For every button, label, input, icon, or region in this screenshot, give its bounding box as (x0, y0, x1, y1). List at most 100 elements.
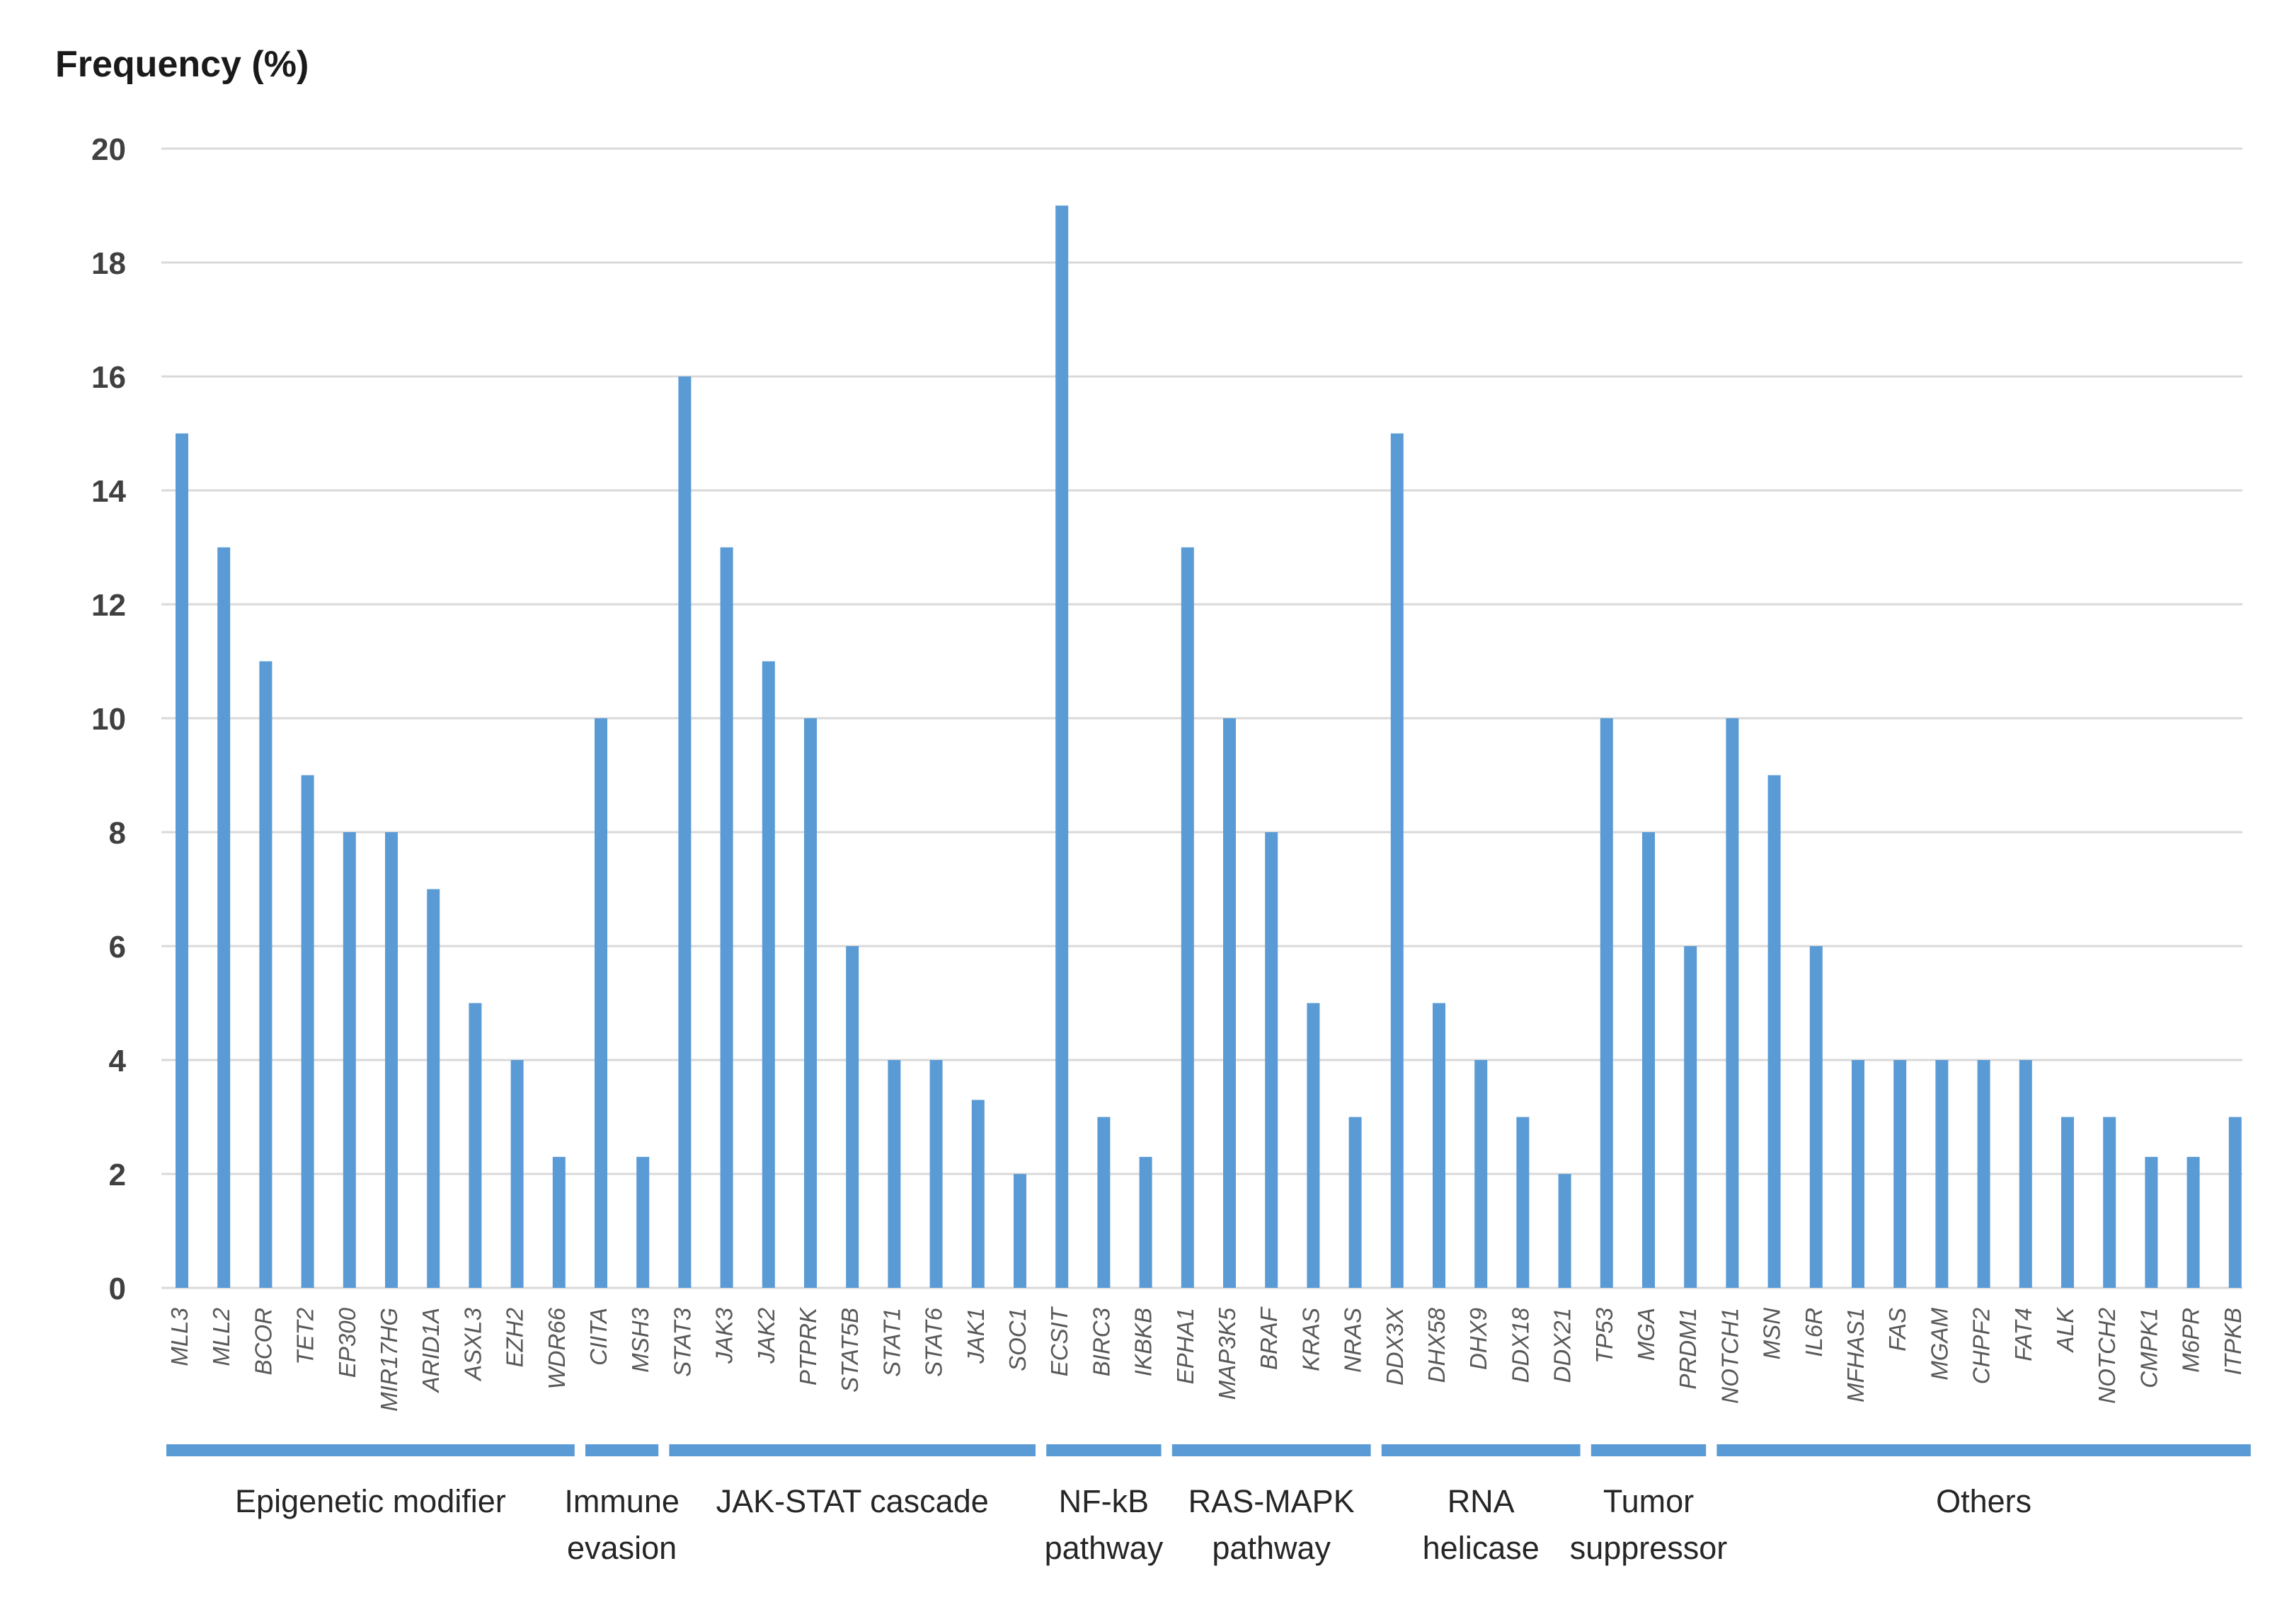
category-label: DHX58 (1423, 1307, 1450, 1383)
category-label: ITPKB (2220, 1308, 2246, 1375)
bar-jak2 (762, 661, 775, 1288)
y-tick-label: 2 (109, 1158, 126, 1192)
bar-kras (1307, 1003, 1320, 1288)
bar-stat3 (678, 376, 692, 1288)
category-label: KRAS (1297, 1308, 1324, 1371)
bars (176, 205, 2242, 1288)
category-label: DDX3X (1382, 1306, 1408, 1386)
bar-ciita (595, 718, 607, 1288)
bar-il6r (1809, 946, 1823, 1288)
group-bracket (1171, 1444, 1371, 1456)
y-tick-label: 10 (91, 702, 126, 737)
category-label: IL6R (1801, 1308, 1827, 1357)
y-tick-label: 20 (91, 132, 126, 167)
category-label: TET2 (292, 1308, 319, 1365)
group-label: RNA (1448, 1483, 1515, 1519)
category-label: CHPF2 (1968, 1308, 1995, 1384)
bar-fas (1893, 1060, 1907, 1288)
group-label: helicase (1423, 1530, 1540, 1566)
category-label: MAP3K5 (1214, 1307, 1240, 1400)
category-label: NOTCH2 (2094, 1308, 2120, 1404)
category-label: WDR66 (544, 1307, 570, 1389)
bar-nras (1348, 1117, 1362, 1288)
group-annotations: Epigenetic modifier Immune evasion JAK-STAT… (166, 1444, 2251, 1566)
bar-mga (1642, 832, 1655, 1288)
category-label: BCOR (250, 1308, 276, 1375)
bar-jak3 (720, 547, 733, 1288)
category-label: MSN (1759, 1308, 1785, 1360)
bar-map3k5 (1223, 718, 1236, 1288)
category-label: M6PR (2178, 1308, 2204, 1373)
bar-braf (1265, 832, 1278, 1288)
bar-tp53 (1600, 718, 1613, 1288)
bar-tet2 (301, 775, 314, 1288)
group-bracket (1381, 1444, 1581, 1456)
bar-epha1 (1181, 547, 1194, 1288)
category-label: DHX9 (1465, 1308, 1491, 1370)
category-label: ALK (2052, 1306, 2078, 1353)
group-label: suppressor (1570, 1530, 1728, 1566)
category-label: MGA (1633, 1308, 1659, 1361)
category-label: EPHA1 (1172, 1308, 1198, 1384)
bar-mgam (1935, 1060, 1949, 1288)
category-label: CIITA (585, 1308, 612, 1366)
bar-itpkb (2228, 1117, 2242, 1288)
y-tick-label: 4 (109, 1044, 127, 1078)
group-label: Epigenetic modifier (235, 1483, 506, 1519)
bar-bcor (259, 661, 273, 1288)
category-label: BRAF (1256, 1306, 1282, 1370)
bar-jak1 (971, 1100, 985, 1288)
bar-msh3 (636, 1156, 650, 1288)
y-tick-label: 6 (109, 930, 126, 964)
bar-stat6 (929, 1060, 943, 1288)
bar-ep300 (343, 832, 356, 1288)
gridlines (161, 147, 2242, 1289)
category-label: MFHAS1 (1842, 1308, 1869, 1403)
bar-ddx3x (1390, 433, 1404, 1288)
bar-mfhas1 (1852, 1060, 1864, 1288)
bar-stat1 (888, 1060, 901, 1288)
category-label: ECSIT (1046, 1306, 1072, 1376)
bar-notch1 (1726, 718, 1739, 1288)
group-bracket (585, 1444, 659, 1456)
y-axis-ticks: 0 2 4 6 8 10 12 14 16 18 20 (91, 132, 126, 1306)
category-label: PTPRK (795, 1306, 821, 1386)
category-label: STAT1 (878, 1308, 905, 1377)
category-label: EZH2 (502, 1308, 528, 1367)
category-label: MSH3 (627, 1307, 653, 1372)
category-label: ASXL3 (459, 1307, 486, 1381)
category-label: EP300 (334, 1307, 360, 1378)
category-label: SOC1 (1004, 1308, 1031, 1371)
bar-notch2 (2103, 1117, 2116, 1288)
category-label: TP53 (1591, 1307, 1617, 1364)
category-label: NRAS (1340, 1308, 1366, 1373)
category-label: JAK2 (753, 1308, 779, 1364)
category-label: MLL2 (208, 1308, 234, 1366)
bar-dhx58 (1433, 1003, 1445, 1288)
group-bracket (166, 1444, 575, 1456)
bar-soc1 (1014, 1174, 1026, 1288)
bar-cmpk1 (2145, 1156, 2158, 1288)
y-tick-label: 14 (91, 474, 126, 509)
category-label: BIRC3 (1088, 1307, 1114, 1376)
category-label: FAT4 (2010, 1308, 2036, 1361)
bar-dhx9 (1474, 1060, 1488, 1288)
category-label: STAT3 (669, 1307, 695, 1376)
y-tick-label: 18 (91, 246, 126, 281)
category-label: NOTCH1 (1716, 1308, 1743, 1404)
group-label: pathway (1045, 1530, 1164, 1566)
category-label: FAS (1884, 1308, 1910, 1352)
category-label: STAT5B (837, 1308, 863, 1393)
bar-chpf2 (1977, 1060, 1990, 1288)
y-axis-label: Frequency (%) (55, 44, 309, 85)
bar-arid1a (427, 889, 440, 1288)
y-tick-label: 0 (109, 1272, 126, 1306)
category-label: ARID1A (418, 1308, 444, 1393)
y-tick-label: 8 (109, 816, 126, 851)
bar-birc3 (1097, 1117, 1111, 1288)
group-bracket (1716, 1444, 2251, 1456)
bar-fat4 (2019, 1060, 2032, 1288)
bar-alk (2061, 1117, 2074, 1288)
